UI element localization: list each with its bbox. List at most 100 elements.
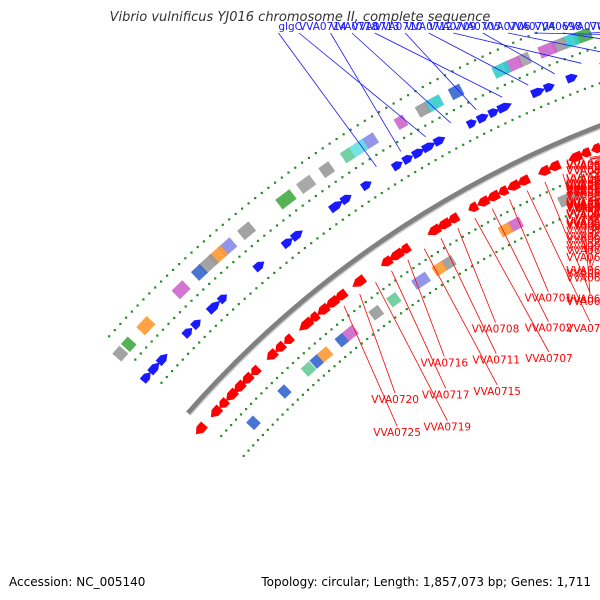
tick-dot	[558, 185, 561, 188]
tick-dot	[288, 214, 291, 217]
gene-label[interactable]: VVA0710	[375, 21, 423, 33]
gene-label[interactable]: VVA0705	[453, 21, 501, 33]
gene-label[interactable]: VVA0684	[566, 226, 600, 238]
tick-dot	[139, 352, 142, 355]
gene-label[interactable]: VVA0686	[566, 218, 600, 230]
gene-label[interactable]: VVA0696	[566, 296, 600, 308]
gene-label[interactable]: VVA0642	[566, 186, 600, 198]
tick-dot	[256, 239, 260, 242]
gene-label[interactable]: VVA0658	[566, 199, 600, 211]
gene-label[interactable]: VVA0652	[566, 202, 600, 214]
tick-dot	[167, 322, 170, 325]
gene-label[interactable]: VVA0688	[566, 245, 600, 257]
gene-label[interactable]: glgC	[278, 21, 302, 33]
gene-label[interactable]: VVA0716	[420, 358, 468, 370]
tick-dot	[583, 87, 586, 90]
tick-dot	[232, 261, 235, 264]
gene-label[interactable]: VVA0706	[483, 21, 531, 33]
gene-label[interactable]: VVA0713	[352, 21, 400, 33]
tick-dot	[424, 124, 427, 127]
gene-label[interactable]: VVA0663	[566, 199, 600, 211]
gene-label[interactable]: VVA0668	[566, 187, 600, 199]
leader-line	[404, 32, 477, 110]
gene-label[interactable]: VVA0644	[566, 218, 600, 230]
tick-dot	[281, 371, 284, 375]
tick-dot	[474, 228, 477, 231]
tick-dot	[392, 102, 395, 105]
gene-label[interactable]: VVA0661	[566, 159, 600, 171]
gene-label[interactable]: VVA0678	[566, 210, 600, 222]
gene-label[interactable]: VVA0662	[566, 179, 600, 191]
gene-label[interactable]: VVA0664	[566, 160, 600, 172]
tick-dot	[196, 245, 199, 249]
gene-label[interactable]: VVA0720	[371, 394, 419, 406]
cog-category-box	[339, 147, 356, 164]
gene-label[interactable]: VVA0669	[566, 210, 600, 222]
gene-label[interactable]: VVA0703	[563, 21, 600, 33]
gene-label[interactable]: VVA0707	[525, 353, 573, 365]
gene-label[interactable]: VVA0673	[566, 197, 600, 209]
gene-label[interactable]: VVA0699	[566, 294, 600, 306]
gene-label[interactable]: VVA0647	[566, 191, 600, 203]
gene-label[interactable]: VVA0701	[524, 293, 572, 305]
gene-label[interactable]: VVA0717	[422, 389, 470, 401]
gene-label[interactable]: VVA0677	[566, 185, 600, 197]
tick-dot	[445, 112, 448, 115]
gene-label[interactable]: VVA0645	[566, 174, 600, 186]
gene-label[interactable]: VVA0711	[472, 355, 520, 367]
gene-label[interactable]: VVA0667	[566, 165, 600, 177]
gene-label[interactable]: VVA0712	[405, 21, 453, 33]
gene-label[interactable]: VVA0718	[331, 21, 379, 33]
gene-label[interactable]: VVA0665	[566, 181, 600, 193]
gene-label[interactable]: VVA0672	[566, 173, 600, 185]
cog-category-box	[300, 361, 317, 377]
tick-dot	[380, 191, 383, 195]
gene-label[interactable]: VVA0650	[566, 184, 600, 196]
tick-dot	[451, 70, 454, 73]
gene-label[interactable]: VVA0654	[566, 160, 600, 172]
tick-dot	[421, 85, 424, 89]
gene-label[interactable]: VVA0715	[473, 386, 521, 398]
map-title: Vibrio vulnificus YJ016 chromosome II, c…	[109, 10, 491, 25]
gene-label[interactable]: VVA0725	[373, 427, 421, 439]
gene-label[interactable]: VVA0690	[566, 240, 600, 252]
tick-dot	[584, 206, 587, 209]
gene-label[interactable]: VVA0649	[566, 166, 600, 178]
gene-label[interactable]: VVA0694	[590, 21, 600, 33]
tick-dot	[412, 267, 415, 270]
forward-gene-arrow	[190, 319, 201, 331]
gene-label[interactable]: VVA0682	[566, 235, 600, 247]
gene-label[interactable]: VVA0702	[525, 323, 573, 335]
gene-label[interactable]: VVA0676	[566, 221, 600, 233]
gene-label[interactable]: VVA0709	[429, 21, 477, 33]
gene-label[interactable]: VVA0685	[566, 252, 600, 264]
tick-dot	[119, 322, 122, 325]
gene-label[interactable]: VVA0639	[566, 231, 600, 243]
reverse-gene-arrow	[234, 379, 247, 393]
reverse-gene-arrow	[284, 333, 295, 344]
gene-label[interactable]: VVA0698	[534, 21, 582, 33]
gene-label[interactable]: VVA0695	[566, 268, 600, 280]
gene-label[interactable]: VVA0689	[566, 272, 600, 284]
gene-labels: VVA0625VVA0628VVA0634VVA0635VVA0637VVA06…	[278, 21, 600, 439]
gene-label[interactable]: VVA0648	[566, 208, 600, 220]
gene-label[interactable]: VVA0719	[423, 422, 471, 434]
gene-label[interactable]: VVA0683	[566, 200, 600, 212]
tick-dot	[406, 271, 409, 274]
gene-label[interactable]: VVA0657	[566, 179, 600, 191]
tick-dot	[512, 41, 515, 44]
cog-category-box	[557, 192, 573, 208]
tick-dot	[552, 188, 555, 191]
gene-label[interactable]: VVA0643	[566, 202, 600, 214]
gene-label[interactable]: VVA0697	[566, 265, 600, 277]
gene-label[interactable]: VVA0633	[566, 216, 600, 228]
gene-label[interactable]: VVA0666	[566, 203, 600, 215]
gene-label[interactable]: VVA0700	[566, 323, 600, 335]
gene-label[interactable]: VVA0714	[299, 21, 347, 33]
tick-dot	[489, 254, 492, 257]
gene-label[interactable]: VVA0704	[508, 21, 556, 33]
gene-label[interactable]: VVA0708	[472, 324, 520, 336]
gene-label[interactable]: helD	[578, 202, 600, 214]
reverse-gene-arrow	[486, 189, 501, 202]
forward-gene-arrow	[530, 87, 545, 99]
